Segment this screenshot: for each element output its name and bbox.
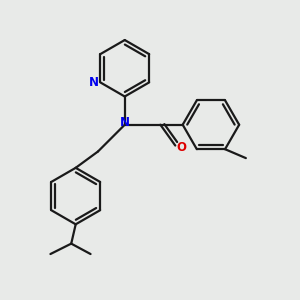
- Text: N: N: [89, 76, 99, 89]
- Text: O: O: [177, 140, 187, 154]
- Text: N: N: [120, 116, 130, 129]
